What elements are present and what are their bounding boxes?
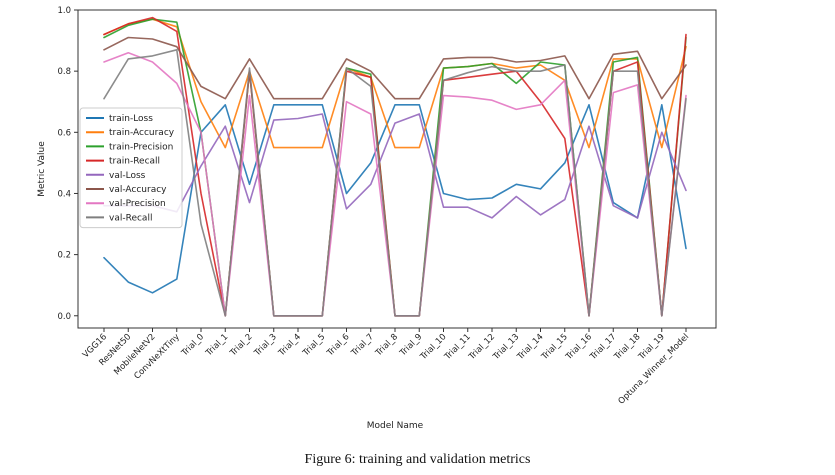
legend-label: train-Precision — [109, 142, 173, 152]
x-tick-label: Trial_11 — [442, 332, 473, 363]
x-tick-label: Trial_4 — [276, 332, 303, 359]
series-line-val-loss — [103, 113, 687, 219]
y-tick-label: 0.6 — [57, 128, 71, 138]
y-axis-ticks: 0.0 0.2 0.4 0.6 0.8 1.0 — [57, 6, 78, 322]
x-tick-label: Trial_12 — [466, 332, 497, 363]
x-tick-label: Trial_13 — [491, 332, 522, 363]
x-tick-label: Trial_8 — [373, 332, 400, 359]
x-tick-label: Trial_0 — [179, 332, 206, 359]
legend-box — [79, 107, 183, 229]
x-tick-label: Trial_6 — [325, 332, 352, 359]
legend-label: train-Accuracy — [109, 128, 175, 138]
x-tick-label: Trial_1 — [203, 332, 230, 359]
series-line-val-recall — [103, 48, 687, 317]
x-tick-label: Trial_16 — [563, 332, 594, 363]
legend-label: train-Recall — [109, 157, 160, 167]
x-axis-ticks: VGG16ResNet50MobileNetV2ConvNeXtTinyTria… — [81, 328, 691, 407]
legend-label: val-Precision — [109, 199, 166, 209]
plot-frame — [77, 9, 717, 329]
series-line-train-precision — [103, 18, 687, 317]
series-line-train-recall — [103, 16, 687, 317]
y-tick-label: 0.4 — [57, 189, 71, 199]
x-tick-label: Trial_18 — [612, 332, 643, 363]
x-tick-label: Trial_5 — [300, 332, 327, 359]
series-line-train-accuracy — [103, 18, 687, 149]
legend-label: val-Loss — [109, 171, 146, 181]
y-tick-label: 0.8 — [57, 67, 71, 77]
y-tick-label: 1.0 — [57, 6, 71, 16]
y-tick-label: 0.2 — [57, 251, 71, 261]
y-axis-label: Metric Value — [37, 141, 47, 197]
legend-label: val-Recall — [109, 213, 152, 223]
x-tick-label: Trial_17 — [588, 332, 619, 363]
x-tick-label: Trial_14 — [515, 332, 546, 363]
x-tick-label: Trial_15 — [539, 332, 570, 363]
x-tick-label: Trial_7 — [349, 332, 376, 359]
y-tick-label: 0.0 — [57, 312, 71, 322]
x-tick-label: Trial_10 — [418, 332, 449, 363]
legend: train-Loss train-Accuracy train-Precision t… — [79, 107, 183, 229]
series-line-val-accuracy — [103, 36, 687, 100]
legend-label: val-Accuracy — [109, 185, 167, 195]
series-lines — [103, 16, 687, 317]
legend-label: train-Loss — [109, 114, 153, 124]
figure-caption: Figure 6: training and validation metric… — [304, 452, 531, 467]
x-tick-label: Trial_3 — [252, 332, 279, 359]
x-tick-label: Trial_2 — [228, 332, 255, 359]
x-axis-label: Model Name — [367, 421, 424, 431]
